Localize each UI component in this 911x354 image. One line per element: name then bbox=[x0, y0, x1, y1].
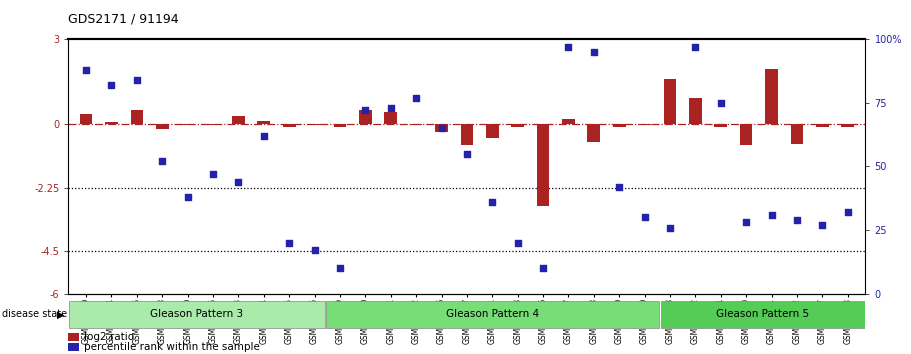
Point bbox=[409, 95, 424, 101]
Point bbox=[561, 44, 576, 50]
Point bbox=[612, 184, 627, 190]
Bar bbox=[816, 124, 829, 127]
FancyBboxPatch shape bbox=[69, 301, 324, 328]
Bar bbox=[207, 124, 220, 125]
Bar bbox=[435, 124, 448, 132]
Bar bbox=[130, 110, 143, 124]
Point bbox=[257, 133, 271, 139]
Text: percentile rank within the sample: percentile rank within the sample bbox=[84, 342, 260, 352]
Bar bbox=[282, 124, 295, 127]
Point bbox=[536, 266, 550, 271]
Bar bbox=[156, 124, 169, 129]
Point bbox=[307, 248, 322, 253]
Bar bbox=[842, 124, 854, 127]
Point bbox=[587, 49, 601, 55]
Point bbox=[459, 151, 474, 156]
Point bbox=[358, 108, 373, 113]
Bar bbox=[537, 124, 549, 206]
Bar bbox=[333, 124, 346, 127]
Point bbox=[333, 266, 347, 271]
Point bbox=[281, 240, 296, 246]
Bar bbox=[181, 124, 194, 125]
Bar bbox=[663, 79, 676, 124]
Bar bbox=[384, 112, 397, 124]
Point bbox=[790, 217, 804, 223]
Bar bbox=[511, 124, 524, 127]
Point bbox=[104, 82, 118, 88]
Text: disease state: disease state bbox=[2, 309, 67, 319]
Bar bbox=[359, 110, 372, 124]
Bar bbox=[80, 114, 92, 124]
Point bbox=[435, 125, 449, 131]
Bar bbox=[613, 124, 626, 127]
Text: log2 ratio: log2 ratio bbox=[84, 332, 134, 342]
Bar bbox=[714, 124, 727, 127]
Point bbox=[638, 215, 652, 220]
Point bbox=[485, 199, 499, 205]
Point bbox=[231, 179, 246, 184]
Point bbox=[815, 222, 830, 228]
Point bbox=[129, 77, 144, 82]
Bar bbox=[461, 124, 473, 145]
Bar bbox=[105, 122, 118, 124]
Point bbox=[155, 159, 169, 164]
Point bbox=[688, 44, 702, 50]
Text: ▶: ▶ bbox=[57, 309, 65, 319]
Text: Gleason Pattern 4: Gleason Pattern 4 bbox=[446, 309, 539, 319]
Text: Gleason Pattern 3: Gleason Pattern 3 bbox=[150, 309, 243, 319]
Bar bbox=[639, 124, 651, 125]
Bar bbox=[308, 124, 321, 125]
Point bbox=[713, 100, 728, 105]
Bar bbox=[258, 121, 271, 124]
Bar bbox=[232, 116, 245, 124]
Text: GDS2171 / 91194: GDS2171 / 91194 bbox=[68, 12, 179, 25]
Point bbox=[764, 212, 779, 218]
Bar bbox=[486, 124, 498, 138]
Point bbox=[384, 105, 398, 110]
Text: Gleason Pattern 5: Gleason Pattern 5 bbox=[716, 309, 809, 319]
Point bbox=[206, 171, 220, 177]
Point bbox=[180, 194, 195, 200]
Bar bbox=[765, 69, 778, 124]
Bar bbox=[410, 124, 423, 125]
Point bbox=[840, 210, 855, 215]
Bar bbox=[689, 98, 701, 124]
Bar bbox=[791, 124, 804, 144]
FancyBboxPatch shape bbox=[660, 301, 865, 328]
Point bbox=[510, 240, 525, 246]
Point bbox=[79, 67, 94, 72]
Point bbox=[739, 219, 753, 225]
FancyBboxPatch shape bbox=[326, 301, 659, 328]
Bar bbox=[562, 119, 575, 124]
Bar bbox=[588, 124, 600, 142]
Point bbox=[662, 225, 677, 230]
Bar bbox=[740, 124, 752, 145]
